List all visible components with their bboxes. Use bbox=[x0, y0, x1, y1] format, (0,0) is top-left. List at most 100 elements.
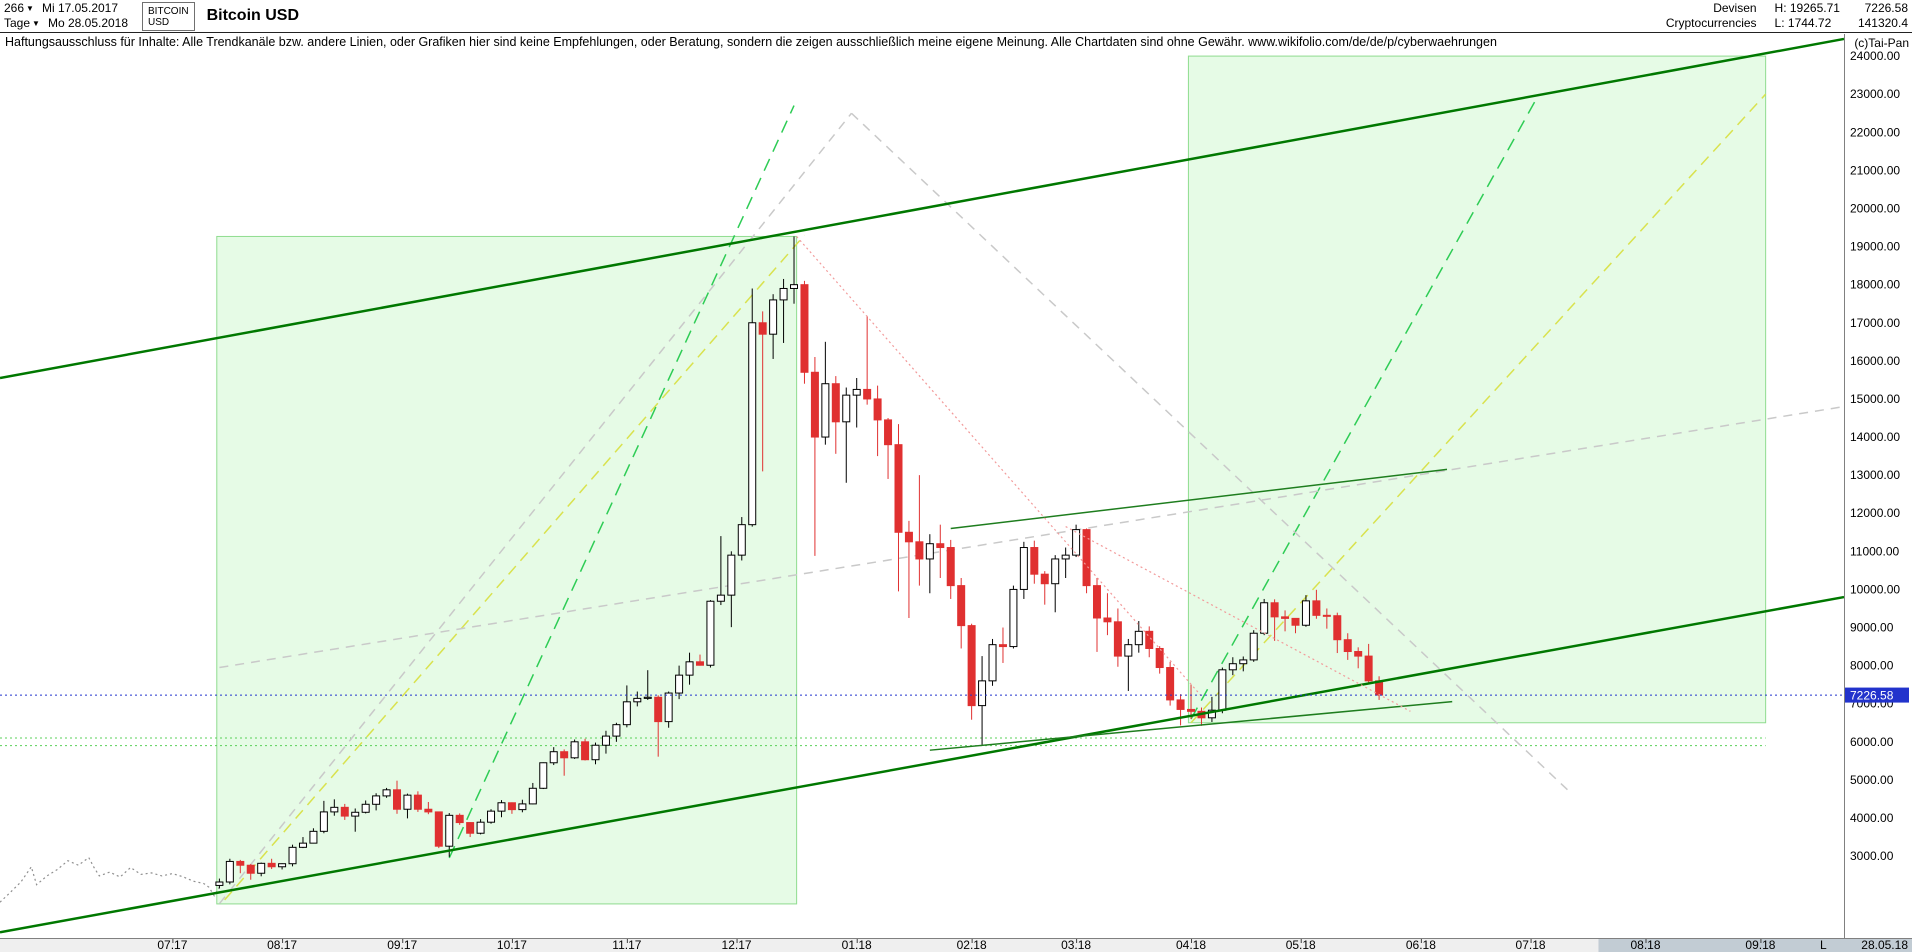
acceleration-2017[interactable] bbox=[448, 105, 795, 859]
candle bbox=[643, 670, 652, 700]
y-axis-label: 21000.00 bbox=[1850, 163, 1900, 177]
candle bbox=[424, 802, 433, 815]
candle bbox=[1207, 696, 1216, 722]
x-axis-label: 09.17 bbox=[387, 938, 417, 952]
candle bbox=[873, 385, 882, 457]
y-axis-label: 12000.00 bbox=[1850, 506, 1900, 520]
period-value: Tage bbox=[4, 16, 31, 30]
y-axis-label: 16000.00 bbox=[1850, 354, 1900, 368]
copyright-label: (c)Tai-Pan bbox=[1854, 36, 1909, 50]
candle bbox=[1155, 646, 1164, 674]
candle bbox=[1312, 589, 1321, 619]
range-end-date: Mo 28.05.2018 bbox=[47, 16, 129, 30]
y-axis-label: 6000.00 bbox=[1850, 735, 1894, 749]
last-bar-date: 28.05.18 bbox=[1861, 938, 1908, 952]
candle bbox=[685, 652, 694, 685]
y-axis-label: 5000.00 bbox=[1850, 773, 1894, 787]
gray-steep-up[interactable] bbox=[218, 112, 853, 905]
candle bbox=[393, 780, 402, 814]
decline-from-march-high[interactable] bbox=[1065, 526, 1411, 712]
last-price-marker-label: 7226.58 bbox=[1850, 689, 1894, 703]
candle bbox=[1040, 571, 1049, 605]
candle bbox=[309, 828, 318, 844]
candle bbox=[507, 802, 516, 814]
highlight-region-1[interactable] bbox=[216, 235, 798, 905]
x-axis-label: 11.17 bbox=[612, 938, 641, 952]
candle bbox=[706, 600, 715, 668]
candle bbox=[570, 739, 579, 759]
y-axis-label: 11000.00 bbox=[1850, 544, 1899, 558]
category-line2: Cryptocurrencies bbox=[1665, 16, 1757, 30]
x-axis-label: 04.18 bbox=[1176, 938, 1206, 952]
candle bbox=[758, 311, 767, 472]
y-axis-label: 13000.00 bbox=[1850, 468, 1900, 482]
volume-value: 141320.4 bbox=[1857, 16, 1908, 30]
candle bbox=[1030, 540, 1039, 584]
lower-channel[interactable] bbox=[0, 595, 1845, 934]
candle bbox=[319, 800, 328, 834]
y-axis-label: 24000.00 bbox=[1850, 49, 1900, 63]
symbol-currency: USD bbox=[148, 17, 170, 28]
candle bbox=[904, 520, 913, 618]
candle bbox=[549, 747, 558, 766]
y-axis-label: 18000.00 bbox=[1850, 278, 1900, 292]
candle bbox=[1239, 656, 1248, 672]
candle bbox=[361, 800, 370, 814]
wikifolio-url: www.wikifolio.com/de/de/p/cyberwaehrunge… bbox=[1248, 35, 1497, 49]
candle bbox=[1270, 599, 1279, 641]
candle bbox=[372, 793, 381, 811]
support-line[interactable] bbox=[929, 700, 1453, 751]
candle bbox=[800, 280, 809, 384]
candle bbox=[455, 813, 464, 825]
candle bbox=[831, 376, 840, 454]
candle bbox=[727, 551, 736, 628]
candle bbox=[894, 424, 903, 592]
candle bbox=[382, 787, 391, 798]
candle bbox=[330, 799, 339, 816]
y-axis-label: 9000.00 bbox=[1850, 621, 1894, 635]
candle bbox=[863, 315, 872, 405]
candle bbox=[236, 859, 245, 874]
candle bbox=[790, 236, 799, 304]
acceleration-projection[interactable] bbox=[1190, 99, 1537, 720]
x-axis-label: 05.18 bbox=[1286, 938, 1316, 952]
disclaimer: Haftungsausschluss für Inhalte: Alle Tre… bbox=[0, 34, 1505, 51]
x-axis-label: 08.17 bbox=[267, 938, 297, 952]
candle bbox=[278, 863, 287, 870]
rally-2017[interactable] bbox=[224, 234, 806, 901]
candle bbox=[601, 730, 610, 754]
gray-steep-down[interactable] bbox=[850, 112, 1573, 795]
candle bbox=[967, 623, 976, 720]
candle bbox=[1322, 608, 1331, 629]
bars-count-select[interactable]: 266 ▼ bbox=[4, 1, 38, 15]
resistance-line[interactable] bbox=[950, 468, 1448, 530]
candle bbox=[1113, 608, 1122, 667]
candle bbox=[487, 809, 496, 824]
category-block: Devisen Cryptocurrencies bbox=[1666, 1, 1757, 32]
period-select[interactable]: Tage ▼ bbox=[4, 16, 44, 30]
period-low: L: 1744.72 bbox=[1774, 16, 1832, 30]
candle bbox=[1145, 626, 1154, 658]
symbol-name: BITCOIN bbox=[148, 6, 189, 17]
high-low-block: H: 19265.71 L: 1744.72 bbox=[1775, 1, 1840, 32]
candle bbox=[466, 822, 475, 838]
candle bbox=[664, 691, 673, 728]
decline-from-peak[interactable] bbox=[796, 236, 1202, 697]
candle bbox=[946, 539, 955, 599]
candle bbox=[1364, 643, 1373, 683]
candle bbox=[1291, 617, 1300, 634]
candle bbox=[413, 791, 422, 812]
x-axis-label: 03.18 bbox=[1061, 938, 1091, 952]
symbol-box[interactable]: BITCOIN USD bbox=[142, 2, 195, 31]
candle bbox=[1281, 610, 1290, 632]
gray-trend-long[interactable] bbox=[219, 405, 1845, 669]
price-volume-block: 7226.58 141320.4 bbox=[1858, 1, 1908, 32]
last-bar-marker: L bbox=[1820, 938, 1827, 952]
candle bbox=[821, 341, 830, 445]
upper-channel[interactable] bbox=[0, 37, 1845, 380]
candle bbox=[915, 475, 924, 586]
y-axis-label: 10000.00 bbox=[1850, 582, 1900, 596]
rally-projection[interactable] bbox=[1190, 93, 1767, 724]
candle bbox=[560, 749, 569, 776]
